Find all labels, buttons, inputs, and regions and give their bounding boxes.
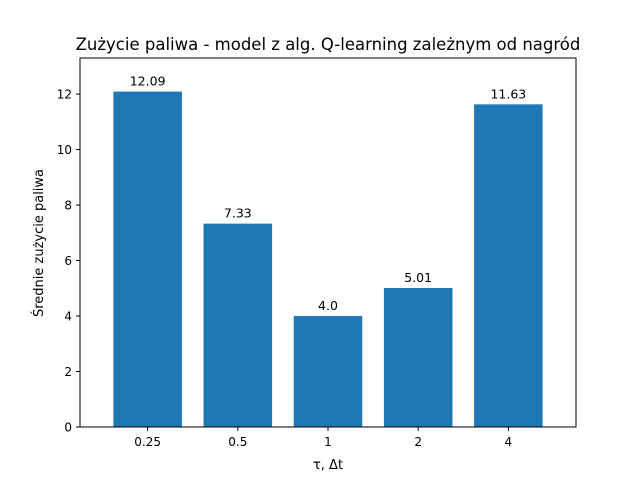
x-tick-label-3: 2	[414, 435, 422, 449]
bar-value-label-0: 12.09	[130, 74, 166, 89]
y-tick-label-6: 12	[57, 88, 72, 102]
y-tick-label-2: 4	[64, 310, 72, 324]
bar-2	[293, 316, 363, 427]
axes-frame	[79, 57, 577, 428]
bar-3	[383, 288, 453, 427]
x-axis-label: τ, Δt	[313, 458, 343, 473]
bar-value-label-1: 7.33	[224, 206, 252, 221]
chart-title: Zużycie paliwa - model z alg. Q-learning…	[76, 35, 581, 54]
bar-value-label-3: 5.01	[404, 270, 432, 285]
bar-value-label-2: 4.0	[318, 298, 338, 313]
x-tick-label-2: 1	[324, 435, 332, 449]
y-tick-label-5: 10	[57, 143, 72, 157]
y-tick-label-4: 8	[64, 199, 72, 213]
plot-area: 12.09 0.25 7.33 0.5 4.0 1 5.01 2 11.63 4 0 2 4 6 8 10 12	[57, 57, 577, 449]
bar-0	[113, 91, 182, 427]
y-tick-label-3: 6	[64, 254, 72, 268]
x-tick-label-0: 0.25	[134, 435, 161, 449]
y-axis-label: Średnie zużycie paliwa	[31, 169, 47, 317]
y-tick-label-0: 0	[64, 421, 72, 435]
x-tick-label-1: 0.5	[228, 435, 247, 449]
bar-4	[474, 104, 543, 428]
bar-value-label-4: 11.63	[490, 86, 526, 101]
bar-1	[203, 223, 273, 427]
y-tick-label-1: 2	[64, 365, 72, 379]
x-tick-label-4: 4	[505, 435, 513, 449]
